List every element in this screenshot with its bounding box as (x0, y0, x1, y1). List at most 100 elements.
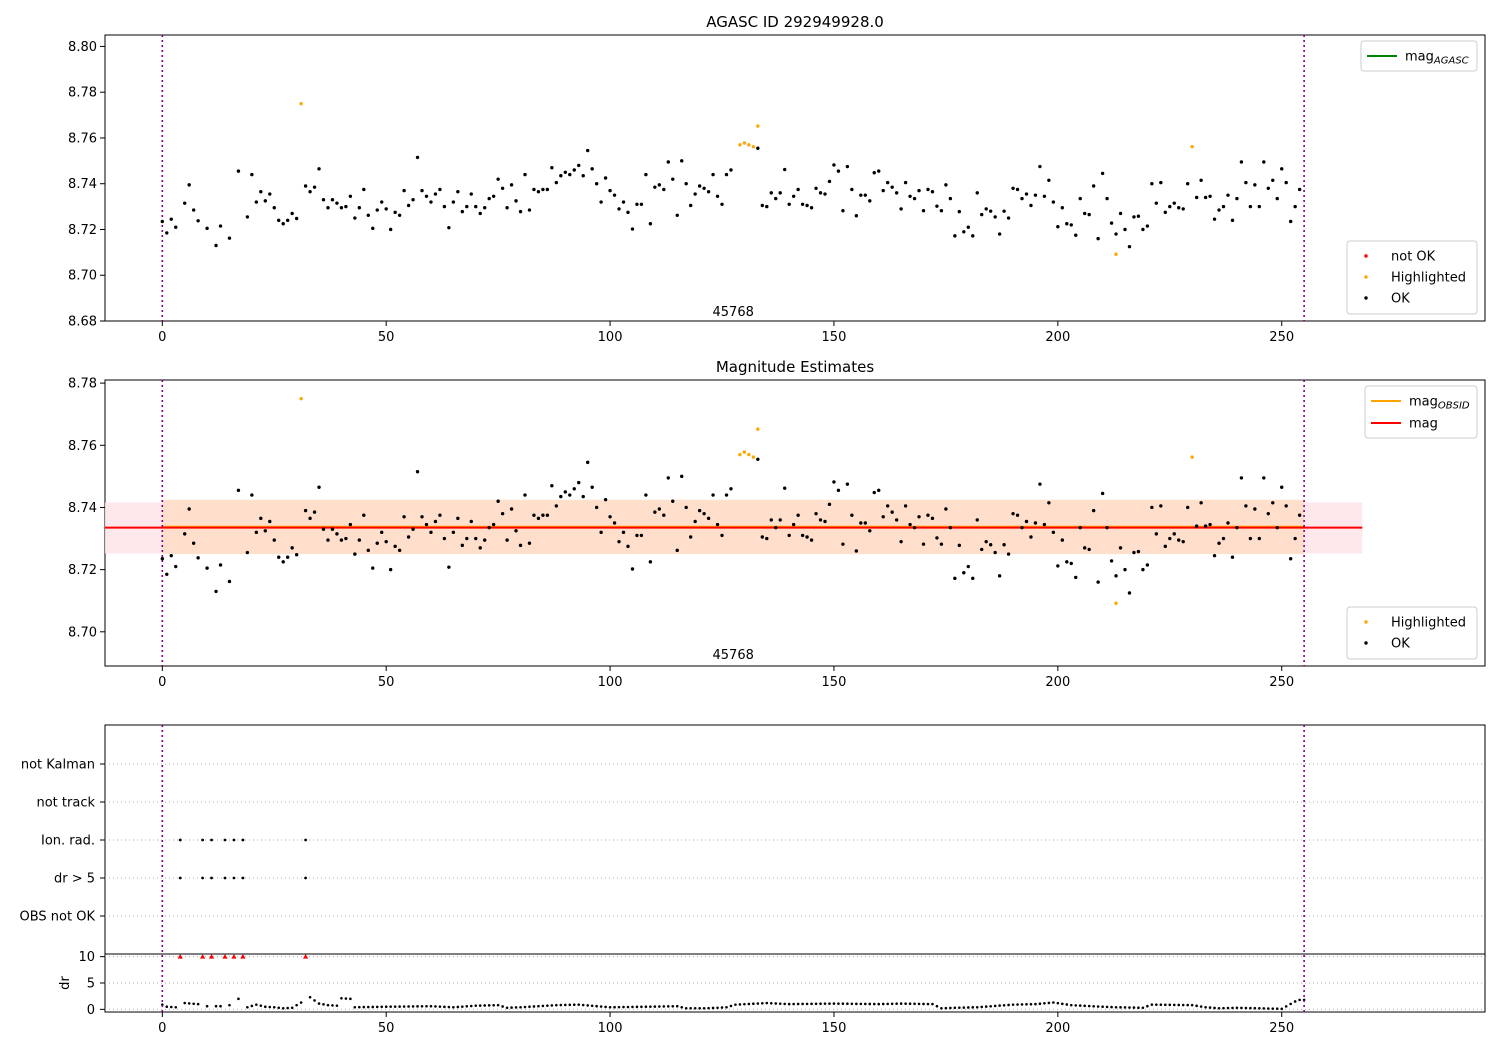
panel3-dr-point (846, 1002, 849, 1006)
panel2-ok-point (344, 536, 348, 541)
panel2-ok-point (693, 519, 697, 524)
panel1-xtick-label: 50 (378, 330, 395, 345)
panel1-ok-point (787, 202, 791, 207)
panel1-ok-point (997, 232, 1002, 236)
panel1-ok-point (1217, 208, 1221, 212)
panel2-ok-point (290, 546, 294, 550)
panel1-ok-point (1060, 206, 1065, 210)
panel3-dr-point (461, 1005, 464, 1008)
panel3-dr-point (841, 1002, 845, 1005)
panel2-ok-point (908, 522, 912, 527)
panel1-ok-point (621, 200, 626, 204)
panel2-ok-point (1248, 536, 1253, 541)
panel3-xtick-label: 100 (598, 1021, 623, 1036)
panel1-ok-point (724, 172, 729, 177)
panel2-ok-point (321, 527, 326, 531)
panel1-ok-point (603, 176, 608, 180)
panel3-dr-point (1146, 1004, 1149, 1008)
panel2-ok-point (277, 555, 281, 559)
panel2-ok-point (778, 518, 782, 522)
panel3-dr-point (465, 1005, 469, 1008)
panel3-dr-point (940, 1007, 943, 1010)
panel3-dr-point (1087, 1004, 1091, 1008)
panel1-ok-point (478, 211, 482, 216)
panel1-ok-point (832, 163, 836, 167)
panel1-ok-point (756, 146, 760, 150)
panel3-dr-point (290, 1006, 294, 1010)
panel3-dr-point (420, 1005, 424, 1008)
panel1-ok-point (984, 207, 988, 211)
panel3-dr-point (371, 1005, 375, 1009)
panel2-ok-point (245, 550, 250, 555)
panel3-dr-point (389, 1005, 392, 1008)
panel2-ok-point (1172, 532, 1176, 536)
panel3-dr-point (644, 1005, 648, 1009)
panel2-ok-point (899, 539, 903, 544)
panel1-ok-point (169, 217, 173, 221)
panel3-dr-point (890, 1002, 894, 1006)
panel2-ok-point (1105, 525, 1109, 530)
panel3-dr-point (183, 1001, 187, 1005)
panel1-ok-point (380, 200, 384, 204)
panel2-ok-point (1257, 536, 1262, 541)
panel3-dr-point (559, 1003, 563, 1007)
panel2-ok-point (312, 510, 317, 514)
panel3-dr-point (1262, 1007, 1266, 1010)
panel1-ok-point (881, 188, 885, 193)
panel3-dr-point (322, 1003, 325, 1006)
panel3-xtick-label: 200 (1045, 1021, 1070, 1036)
panel1-ok-point (469, 192, 473, 196)
panel2-ok-point (912, 525, 917, 530)
panel1-ok-point (836, 169, 841, 173)
panel1-ok-point (1038, 164, 1042, 169)
panel2-ok-point (684, 505, 688, 510)
panel3-flag-point (178, 876, 182, 880)
panel1-ok-point (706, 190, 711, 194)
panel3-dr-point (855, 1002, 858, 1006)
panel2-ok-point (438, 513, 442, 517)
panel1-highlighted-point (742, 141, 747, 145)
panel1-ok-point (527, 208, 532, 212)
panel1-ok-point (644, 172, 648, 177)
panel2-ok-point (272, 538, 276, 542)
panel1-ok-point (505, 206, 509, 210)
panel1-ok-point (348, 194, 353, 199)
panel1-ok-point (518, 209, 523, 214)
panel3-dr-point (510, 1006, 513, 1009)
panel3-dr-point (622, 1005, 625, 1009)
panel2-ok-point (348, 522, 353, 527)
panel1-ok-point (290, 211, 294, 216)
panel3-dr-point (1168, 1003, 1172, 1007)
panel2-ok-point (169, 553, 173, 558)
panel2-ok-point (1212, 553, 1217, 558)
panel2-ok-point (1221, 536, 1226, 541)
panel3-dr-point (738, 1003, 742, 1006)
panel1-ok-point (447, 225, 451, 230)
panel3-dr-point (926, 1002, 930, 1006)
panel2-ok-point (1177, 538, 1181, 542)
panel3-dr-point (1293, 1000, 1297, 1003)
panel1-ok-point (1266, 186, 1270, 190)
panel3-dr-point (165, 1005, 169, 1009)
panel1-ok-point (1091, 184, 1096, 188)
panel3-dr-point (931, 1002, 934, 1006)
panel1-ok-point (1145, 224, 1150, 228)
panel1-ok-point (1015, 187, 1020, 192)
panel3-dr-point (523, 1005, 527, 1009)
panel2-legend-marker-swatch (1364, 620, 1368, 624)
panel3-axes-frame (104, 724, 1486, 1013)
panel3-flag-point (201, 838, 205, 842)
panel2-ok-point (1288, 557, 1293, 561)
panel1-ok-point (1257, 204, 1262, 209)
panel3-dr-point (192, 1002, 195, 1006)
panel1-line-legend: magAGASC (1360, 40, 1478, 72)
panel1-ok-point (456, 190, 460, 194)
panel3-dr-point (877, 1002, 881, 1006)
panel1-ok-point (303, 184, 308, 188)
panel3-dr-point (366, 1005, 370, 1009)
panel2-ok-point (671, 499, 675, 503)
panel2-ok-point (836, 488, 841, 493)
panel1-ok-point (800, 202, 805, 207)
panel1-highlighted-point (738, 143, 742, 147)
panel3-dr-point (680, 1005, 684, 1009)
